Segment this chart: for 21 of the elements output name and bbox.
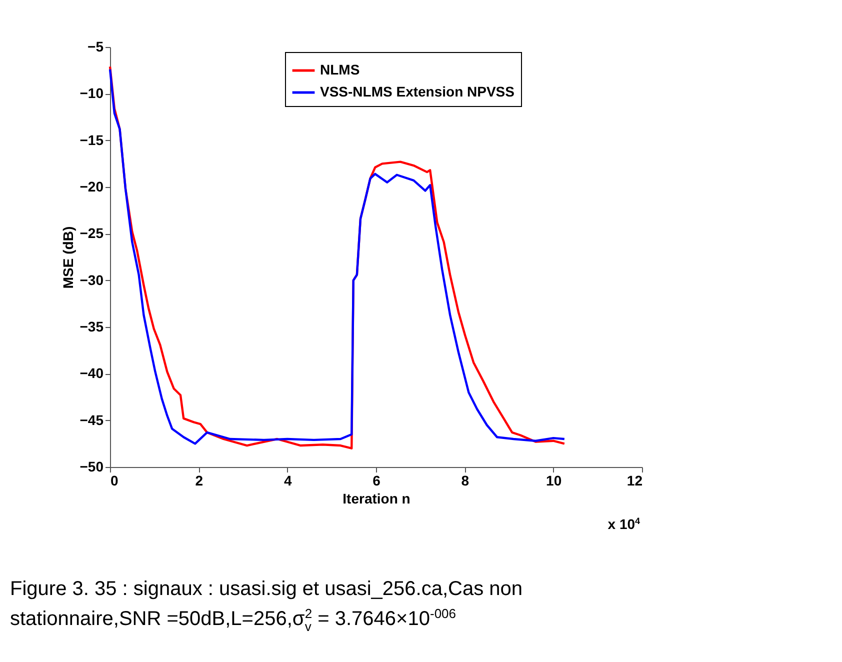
y-tick-label: −30 bbox=[80, 272, 104, 288]
x-tick-label: 0 bbox=[110, 472, 118, 488]
y-tick-label: −25 bbox=[80, 225, 104, 242]
y-tick-label: −10 bbox=[80, 85, 104, 102]
x-tick-label: 4 bbox=[284, 472, 292, 488]
y-tick-label: −50 bbox=[80, 458, 104, 474]
y-tick-label: −35 bbox=[80, 318, 104, 334]
y-tick-label: −5 bbox=[88, 38, 104, 54]
y-axis-title: MSE (dB) bbox=[60, 226, 76, 289]
x-tick-label: 12 bbox=[626, 472, 643, 488]
x-axis-title: Iteration n bbox=[342, 490, 410, 506]
x-tick-label: 8 bbox=[461, 472, 470, 488]
y-tick-label: −20 bbox=[80, 178, 104, 194]
x-tick-label: 2 bbox=[195, 472, 204, 488]
x-tick-label: 6 bbox=[372, 472, 381, 488]
x-tick-label: 10 bbox=[546, 472, 562, 488]
legend-label: NLMS bbox=[320, 62, 360, 78]
legend-label: VSS-NLMS Extension NPVSS bbox=[320, 84, 514, 100]
y-tick-label: −40 bbox=[80, 365, 104, 382]
y-tick-label: −45 bbox=[80, 412, 104, 428]
y-tick-label: −15 bbox=[80, 132, 104, 148]
